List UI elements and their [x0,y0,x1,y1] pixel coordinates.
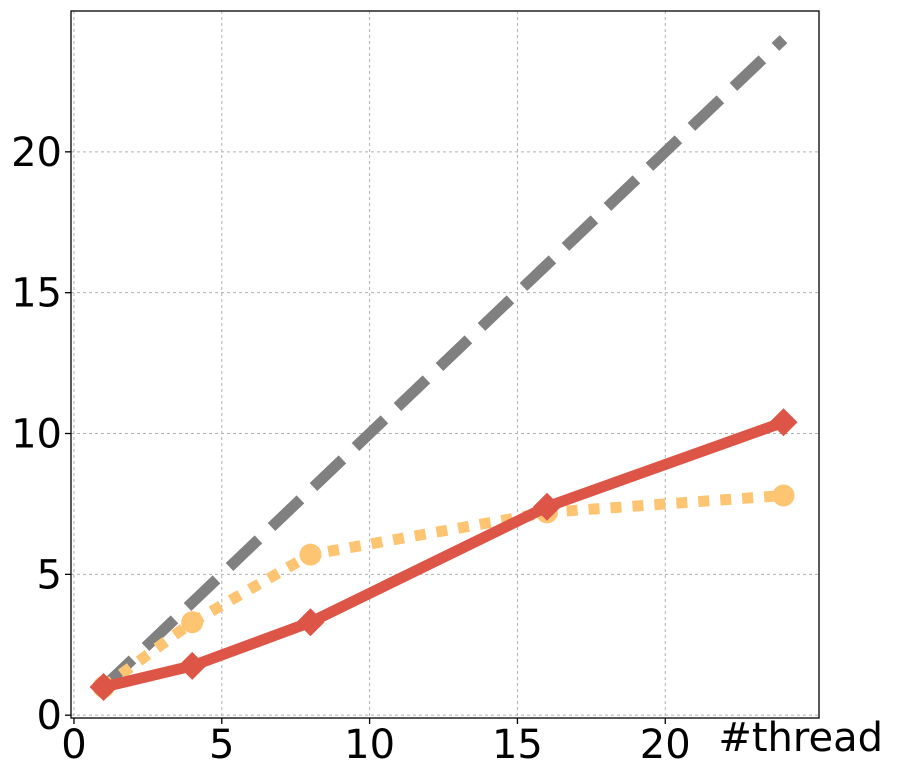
grid [71,11,819,718]
y-tick-label: 5 [37,552,62,598]
data-point [181,611,204,634]
series-0 [99,35,788,691]
data-point [533,492,561,521]
x-tick-label: 20 [640,722,691,768]
x-tick-label: 15 [492,722,543,768]
data-point [769,408,798,437]
series-2 [89,408,798,702]
data-point [89,673,118,702]
x-tick-label: 0 [61,722,86,768]
axis-ticks: 0 5 10 15 20 0 5 10 15 20 [11,130,691,768]
series-line [99,35,788,691]
y-tick-label: 20 [11,130,62,176]
plot-frame [70,10,820,719]
plot-series [89,35,798,702]
data-point [296,608,325,637]
data-point [772,484,795,507]
data-point [178,651,207,680]
x-tick-label: 10 [344,722,395,768]
x-axis-label: #thread [718,715,883,761]
y-tick-label: 15 [11,271,62,317]
y-tick-label: 0 [37,693,62,739]
series-line [102,417,786,693]
data-point [299,543,322,566]
x-tick-label: 5 [209,722,234,768]
y-tick-label: 10 [11,412,62,458]
